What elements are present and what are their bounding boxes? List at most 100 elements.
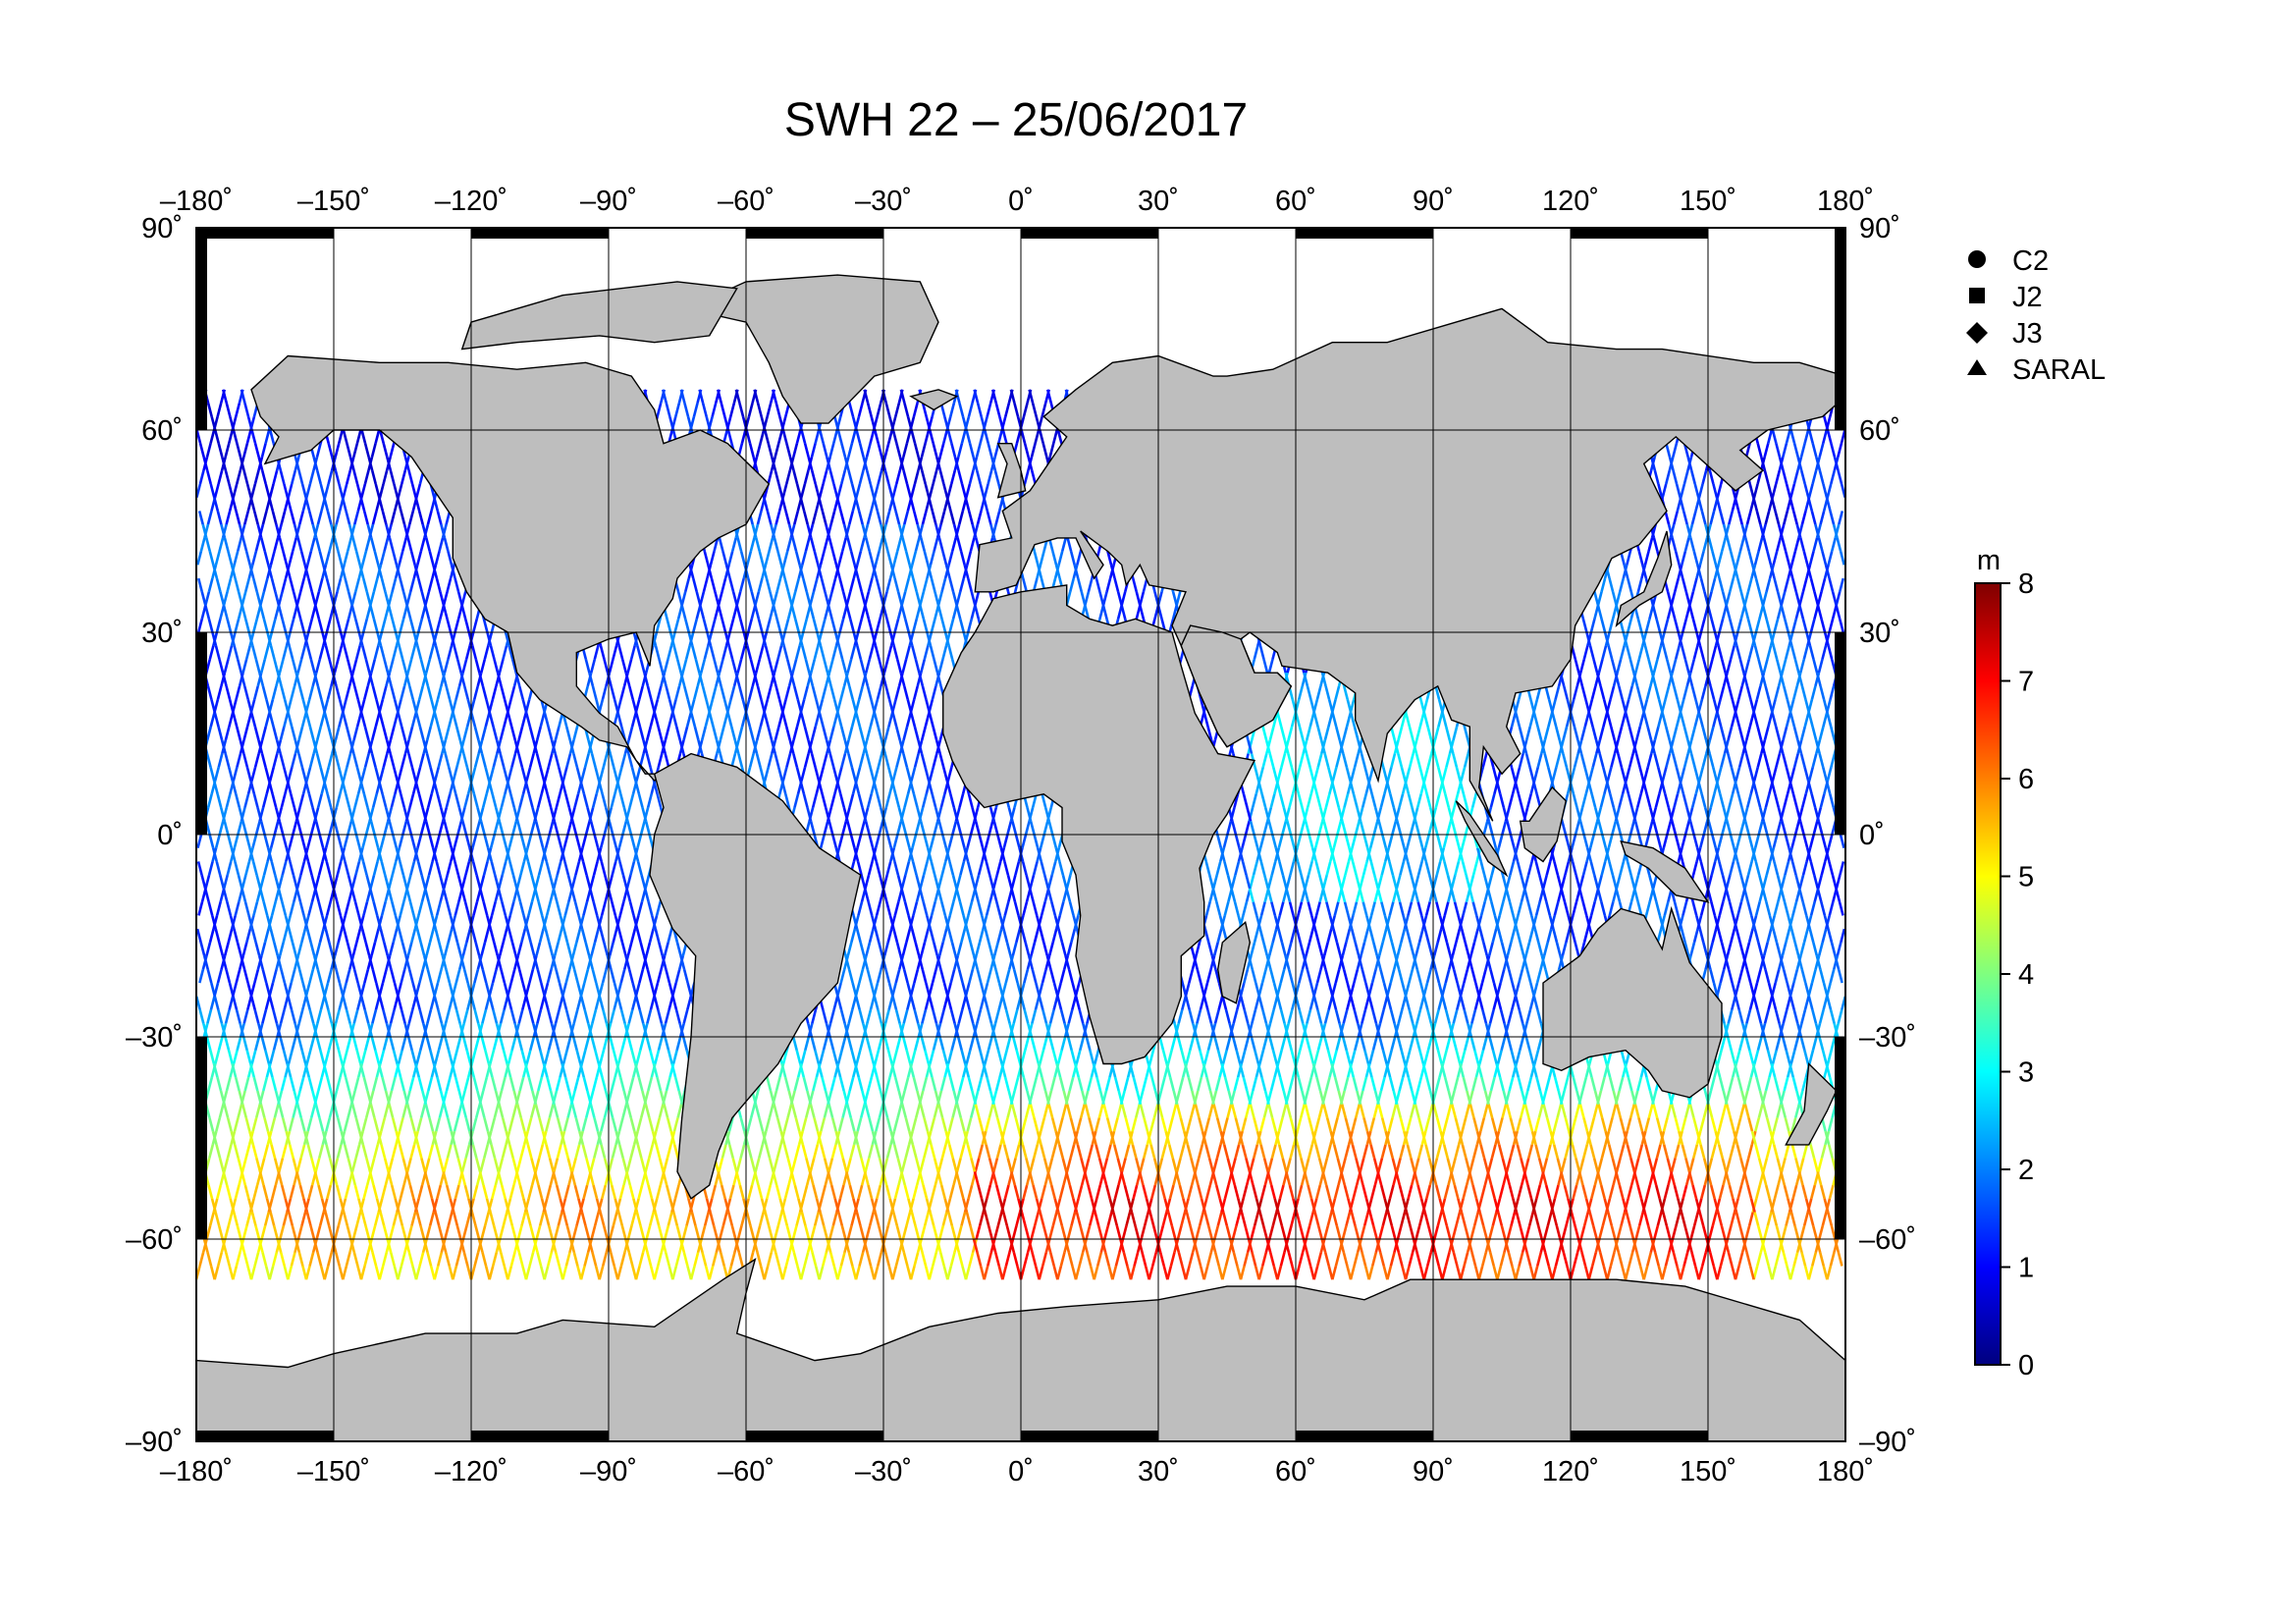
track-segment xyxy=(428,1117,435,1132)
track-segment xyxy=(792,443,799,458)
track-segment xyxy=(459,1238,466,1254)
track-segment xyxy=(424,1104,431,1118)
track-segment xyxy=(205,469,213,485)
track-segment xyxy=(405,1158,412,1172)
track-segment xyxy=(396,1063,402,1078)
track-segment xyxy=(547,1009,554,1024)
track-segment xyxy=(345,1009,351,1024)
track-segment xyxy=(241,537,248,552)
track-segment xyxy=(337,1050,344,1064)
track-segment xyxy=(336,1144,343,1159)
track-segment xyxy=(409,1117,416,1132)
track-segment xyxy=(383,1104,390,1118)
track-segment xyxy=(508,901,515,916)
track-segment xyxy=(297,753,304,768)
track-segment xyxy=(404,1238,411,1254)
track-segment xyxy=(279,469,286,485)
track-segment xyxy=(262,1076,269,1092)
track-segment xyxy=(344,1076,350,1092)
track-segment xyxy=(1790,861,1797,876)
track-segment xyxy=(458,1022,465,1038)
track-segment xyxy=(358,1063,366,1078)
track-segment xyxy=(225,969,232,984)
track-segment xyxy=(463,901,470,916)
track-segment xyxy=(371,685,378,700)
track-segment xyxy=(327,1009,334,1024)
track-segment xyxy=(456,874,463,890)
track-segment xyxy=(858,469,865,485)
track-segment xyxy=(373,834,380,849)
track-segment xyxy=(1800,685,1807,700)
track-segment xyxy=(800,483,807,498)
track-segment xyxy=(266,1130,273,1146)
track-segment xyxy=(378,996,385,1010)
track-segment xyxy=(755,726,763,741)
track-segment xyxy=(413,565,420,579)
track-segment xyxy=(450,1130,456,1146)
track-segment xyxy=(426,1252,433,1267)
track-segment xyxy=(216,511,223,525)
track-segment xyxy=(508,1076,515,1092)
track-segment xyxy=(216,793,223,808)
track-segment xyxy=(1775,659,1782,674)
track-segment xyxy=(558,713,564,728)
track-segment xyxy=(509,1252,516,1267)
track-segment xyxy=(631,1266,638,1280)
track-segment xyxy=(857,403,864,417)
track-segment xyxy=(406,820,413,836)
track-segment xyxy=(427,901,434,916)
track-segment xyxy=(289,577,295,593)
track-segment xyxy=(1754,577,1761,593)
track-segment xyxy=(657,753,664,768)
track-segment xyxy=(226,901,233,916)
track-segment xyxy=(248,1063,256,1078)
track-segment xyxy=(848,511,855,525)
track-segment xyxy=(676,1104,683,1118)
track-segment xyxy=(284,915,291,930)
track-segment xyxy=(525,767,532,782)
track-segment xyxy=(566,1104,573,1118)
track-segment xyxy=(736,659,743,674)
track-segment xyxy=(429,1050,436,1064)
track-segment xyxy=(495,739,502,754)
track-segment xyxy=(611,1144,617,1159)
track-segment xyxy=(434,551,441,566)
track-segment xyxy=(460,888,467,902)
track-segment xyxy=(444,753,451,768)
track-segment xyxy=(276,1238,283,1254)
track-segment xyxy=(326,1076,333,1092)
track-segment xyxy=(245,483,252,498)
track-segment xyxy=(242,1252,249,1267)
track-segment xyxy=(802,685,809,700)
track-segment xyxy=(375,982,382,998)
track-segment xyxy=(621,1104,628,1118)
track-segment xyxy=(572,1252,579,1267)
track-segment xyxy=(557,1212,563,1226)
track-segment xyxy=(1774,793,1781,808)
track-segment xyxy=(472,1184,479,1200)
track-segment xyxy=(1771,429,1778,445)
track-segment xyxy=(630,928,637,944)
track-segment xyxy=(507,996,513,1010)
track-segment xyxy=(613,1266,619,1280)
track-segment xyxy=(218,1158,225,1172)
track-segment xyxy=(360,713,367,728)
track-segment xyxy=(258,1171,265,1186)
track-segment xyxy=(417,685,424,700)
track-segment xyxy=(425,1036,432,1052)
track-segment xyxy=(509,793,516,808)
track-segment xyxy=(515,888,522,902)
track-segment xyxy=(360,928,367,944)
track-segment xyxy=(506,1063,512,1078)
track-segment xyxy=(348,1022,355,1038)
track-segment xyxy=(639,1224,646,1240)
track-segment xyxy=(370,1224,377,1240)
track-segment xyxy=(759,713,766,728)
track-segment xyxy=(399,901,405,916)
track-segment xyxy=(300,483,307,498)
track-segment xyxy=(309,820,316,836)
track-segment xyxy=(375,699,382,714)
track-segment xyxy=(1744,753,1751,768)
track-segment xyxy=(279,753,286,768)
track-segment xyxy=(287,713,294,728)
